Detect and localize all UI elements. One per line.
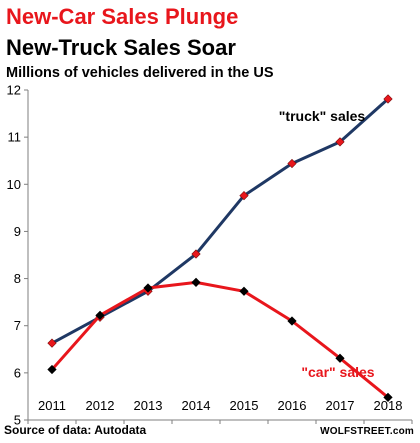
- truck-sales-point: [47, 338, 57, 348]
- car-sales-point: [191, 277, 201, 287]
- truck-sales-point: [287, 158, 297, 169]
- truck-sales-point: [335, 137, 345, 147]
- y-tick-label: 10: [7, 177, 21, 192]
- x-tick-label: 2014: [182, 398, 211, 413]
- x-tick-label: 2015: [230, 398, 259, 413]
- truck-sales-point: [239, 190, 249, 201]
- source-note: Source of data: Autodata: [4, 423, 147, 437]
- y-tick-label: 5: [14, 413, 21, 428]
- x-tick-label: 2017: [326, 398, 355, 413]
- chart-title: New-Car Sales Plunge: [6, 4, 239, 29]
- truck-sales-point: [383, 94, 393, 104]
- x-tick-label: 2018: [374, 398, 403, 413]
- truck-sales-annotation: "truck" sales: [279, 108, 366, 124]
- car-sales-line: [50, 280, 389, 399]
- car-sales-point: [95, 310, 105, 320]
- x-tick-label: 2012: [86, 398, 115, 413]
- y-tick-label: 7: [14, 318, 21, 333]
- chart-subtitle: New-Truck Sales Soar: [6, 35, 236, 60]
- car-sales-point: [47, 364, 57, 375]
- y-tick-label: 11: [8, 130, 22, 145]
- car-sales-point: [335, 353, 345, 363]
- car-sales-point: [143, 283, 153, 293]
- brand-watermark: WOLFSTREET.com: [320, 426, 414, 437]
- y-tick-label: 12: [7, 83, 21, 98]
- car-sales-point: [287, 316, 297, 326]
- truck-sales-line: [51, 97, 389, 345]
- chart-caption: Millions of vehicles delivered in the US: [6, 65, 274, 81]
- y-tick-label: 9: [14, 224, 21, 239]
- car-sales-annotation: "car" sales: [301, 364, 374, 380]
- x-tick-label: 2013: [134, 398, 163, 413]
- y-tick-label: 6: [14, 365, 21, 380]
- x-tick-label: 2016: [278, 398, 307, 413]
- truck-sales-point: [191, 249, 201, 259]
- y-tick-label: 8: [14, 271, 21, 286]
- car-sales-point: [383, 392, 393, 402]
- car-sales-point: [239, 286, 249, 296]
- x-tick-label: 2011: [38, 398, 66, 413]
